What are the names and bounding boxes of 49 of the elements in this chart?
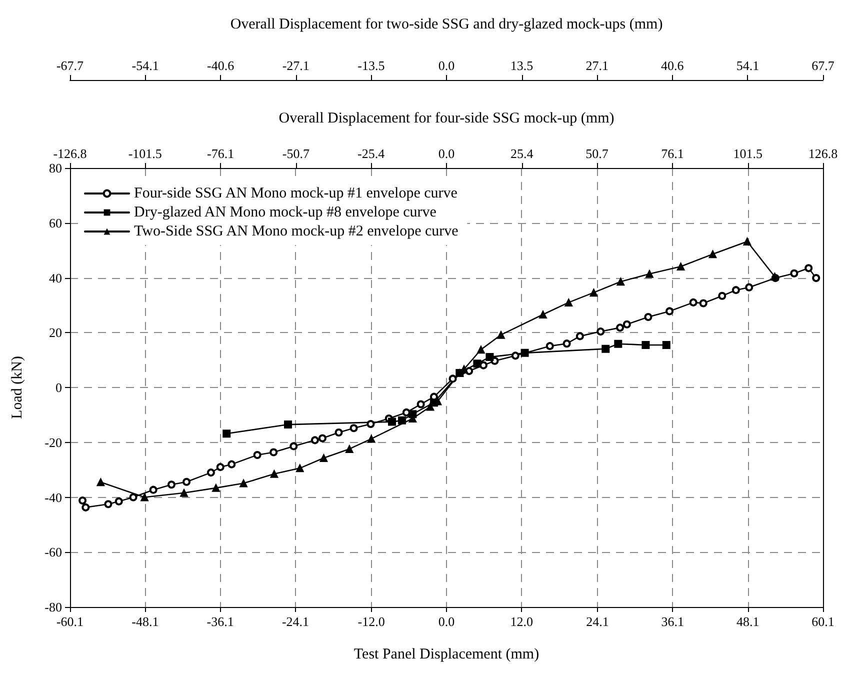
- x-tick-label: 48.1: [736, 614, 760, 629]
- x2-tick-label: 50.7: [586, 146, 609, 161]
- x-tick-label: -12.0: [358, 614, 385, 629]
- x-tick-label: 0.0: [438, 614, 455, 629]
- x-axis-title: Test Panel Displacement (mm): [354, 646, 540, 662]
- text: 13.5: [510, 58, 534, 73]
- x-tick-label: -36.1: [206, 614, 234, 629]
- x2-tick-label: -126.8: [53, 146, 87, 161]
- y-axis-title: Load (kN): [10, 356, 26, 419]
- legend-label: Two-Side SSG AN Mono mock-up #2 envelope curve: [134, 224, 459, 240]
- text: -40.6: [207, 58, 235, 73]
- x-tick-label: 36.1: [661, 614, 684, 629]
- text: -67.7: [56, 58, 84, 73]
- x2-axis-title: Overall Displacement for four-side SSG mock-up (mm): [278, 110, 614, 126]
- text: Overall Displacement for two-side SSG and dry-glazed mock-ups (mm): [230, 16, 663, 32]
- y-tick-label: -20: [44, 434, 62, 450]
- x2-tick-label: 0.0: [438, 146, 455, 161]
- x2-tick-label: 76.1: [661, 146, 684, 161]
- legend-label: Dry-glazed AN Mono mock-up #8 envelope curve: [134, 204, 437, 220]
- x2-tick-label: -76.1: [206, 146, 234, 161]
- x2-tick-label: -25.4: [358, 146, 386, 161]
- y-tick-label: 40: [49, 270, 62, 286]
- text: -13.5: [358, 58, 385, 73]
- text: -27.1: [282, 58, 310, 73]
- text: 54.1: [736, 58, 760, 73]
- y-tick-label: -60: [44, 544, 62, 560]
- legend-label: Four-side SSG AN Mono mock-up #1 envelope curve: [134, 186, 458, 202]
- y-tick-label: 0: [56, 380, 62, 395]
- x-tick-label: 60.1: [812, 614, 834, 629]
- text: 0.0: [438, 58, 455, 73]
- x-tick-label: -60.1: [56, 614, 84, 629]
- x2-tick-label: 101.5: [733, 146, 763, 161]
- x2-tick-label: 25.4: [510, 146, 534, 161]
- x2-tick-label: -101.5: [128, 146, 162, 161]
- y-tick-label: -40: [44, 490, 62, 505]
- text: 27.1: [586, 58, 608, 73]
- x2-tick-label: 126.8: [808, 146, 838, 161]
- y-tick-label: 20: [49, 325, 62, 340]
- text: -54.1: [132, 58, 159, 73]
- text: 67.7: [812, 58, 835, 73]
- x-tick-label: -48.1: [132, 614, 159, 629]
- x-tick-label: 12.0: [510, 614, 534, 629]
- text: 40.6: [661, 58, 684, 73]
- y-tick-label: -80: [44, 600, 62, 614]
- x2-tick-label: -50.7: [282, 146, 310, 161]
- x-tick-label: 24.1: [586, 614, 609, 629]
- y-tick-label: 60: [49, 215, 62, 230]
- x-tick-label: -24.1: [282, 614, 310, 629]
- y-tick-label: 80: [49, 160, 62, 176]
